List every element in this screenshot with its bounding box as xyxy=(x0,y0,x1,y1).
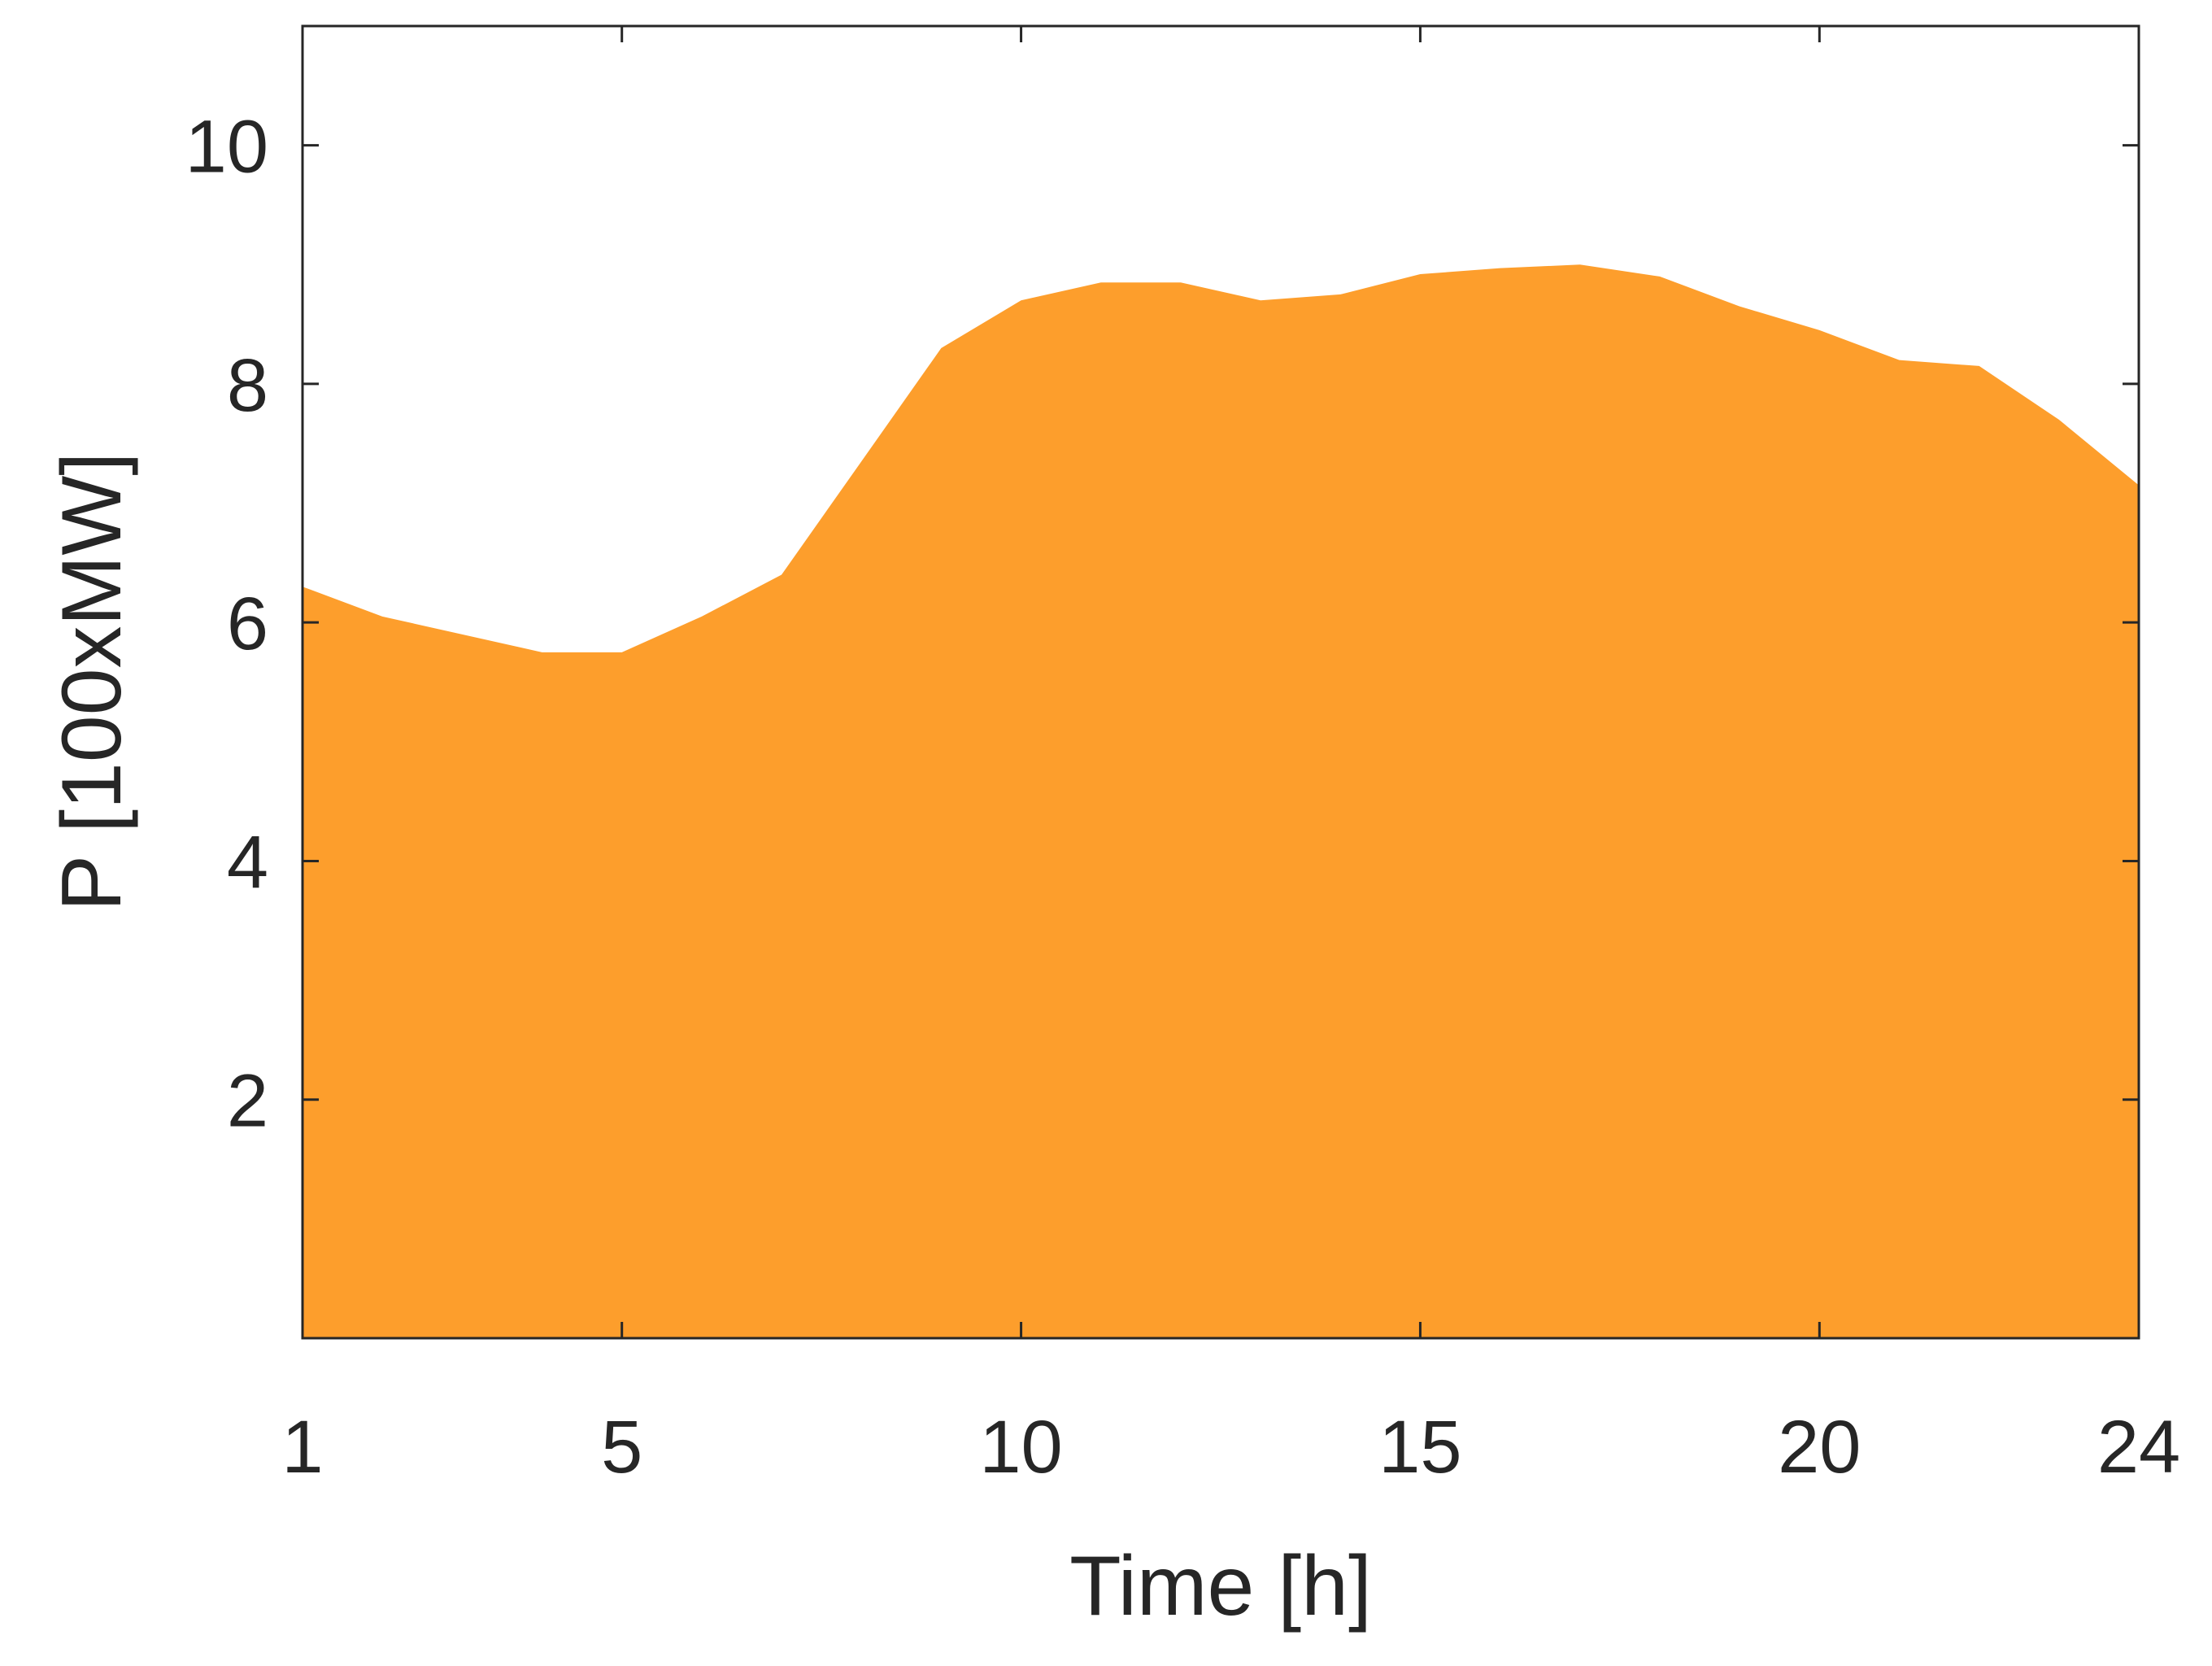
x-tick-label-1: 1 xyxy=(281,1406,323,1489)
y-tick-label-4: 4 xyxy=(227,821,268,904)
x-tick-label-5: 5 xyxy=(601,1406,642,1489)
y-tick-label-2: 2 xyxy=(227,1060,268,1143)
y-tick-label-10: 10 xyxy=(185,106,268,189)
x-tick-label-10: 10 xyxy=(979,1406,1062,1489)
series-area-0 xyxy=(303,264,2139,1339)
area-layer xyxy=(303,264,2139,1339)
y-axis-label: P [100xMW] xyxy=(45,452,139,911)
x-tick-label-24: 24 xyxy=(2097,1406,2180,1489)
x-tick-label-20: 20 xyxy=(1778,1406,1861,1489)
x-tick-label-15: 15 xyxy=(1378,1406,1461,1489)
y-tick-label-6: 6 xyxy=(227,582,268,665)
y-tick-label-8: 8 xyxy=(227,344,268,427)
x-axis-label: Time [h] xyxy=(1069,1539,1372,1633)
plot-frame xyxy=(301,24,2140,1340)
